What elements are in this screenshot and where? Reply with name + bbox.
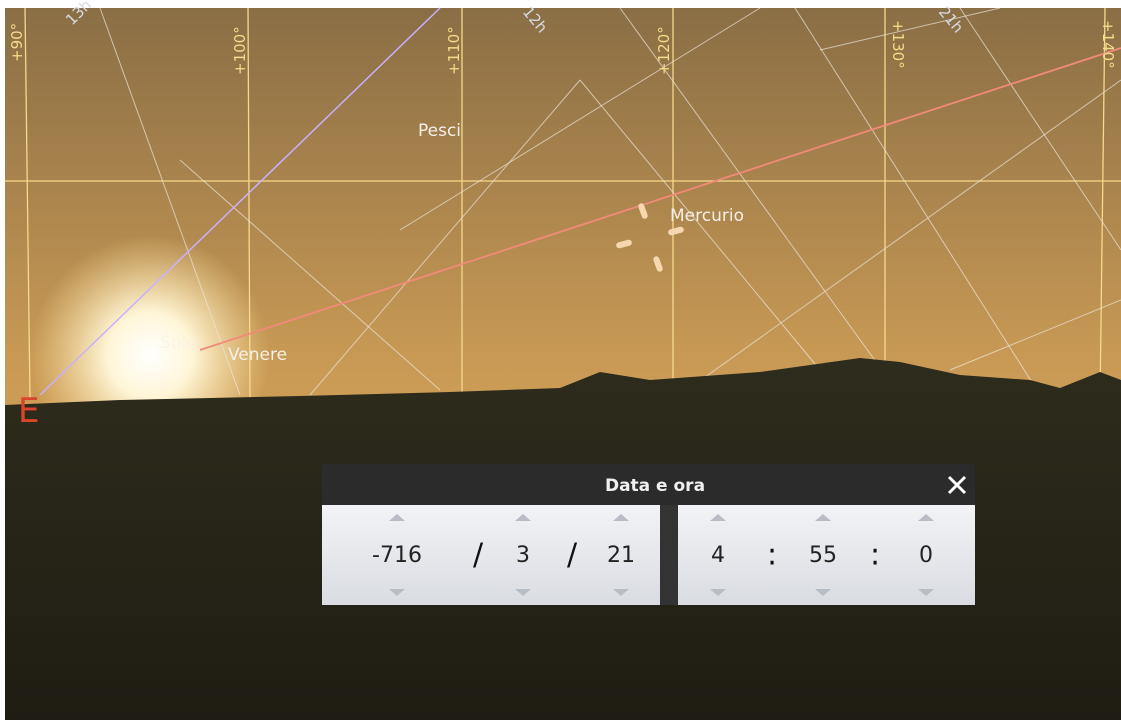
hour-field[interactable]: 4 [711,543,725,568]
grid-label: +130° [889,20,907,69]
page: +90° +100° +110° +120° +130° +140° 13h 1… [0,0,1121,720]
stellarium-view: +90° +100° +110° +120° +130° +140° 13h 1… [0,0,1121,720]
minute-field[interactable]: 55 [809,543,837,568]
separator: : [767,538,777,573]
second-field[interactable]: 0 [919,543,933,568]
month-field[interactable]: 3 [516,543,530,568]
grid-label: +140° [1099,20,1117,69]
constellation-name: Pesci [418,121,461,141]
divider [660,505,678,605]
separator: / [567,538,578,573]
dialog-title: Data e ora [605,476,705,496]
separator: / [473,538,484,573]
object-label: Venere [228,345,287,365]
grid-label: +120° [655,26,673,75]
date-time-dialog: Data e ora -716 / 3 / 21 4 : 55 : 0 [322,464,975,605]
grid-label: +110° [445,26,463,75]
object-label: Sole [160,333,196,353]
year-field[interactable]: -716 [372,543,422,568]
cardinal-point: E [18,391,39,431]
separator: : [870,538,880,573]
object-label: Mercurio [670,206,744,226]
grid-label: +100° [231,26,249,75]
grid-label: +90° [8,23,26,62]
day-field[interactable]: 21 [607,543,635,568]
